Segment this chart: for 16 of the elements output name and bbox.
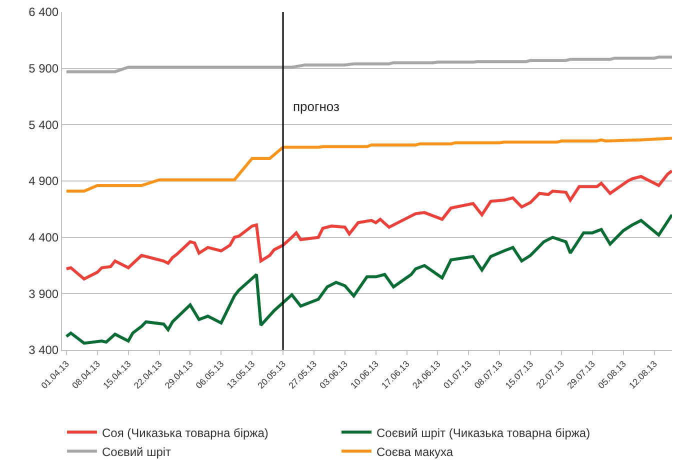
y-tick-label: 5 900 bbox=[28, 62, 59, 76]
legend-label: Соєвий шріт (Чиказька товарна біржа) bbox=[376, 426, 590, 440]
y-tick-label: 6 400 bbox=[28, 5, 59, 20]
line-series bbox=[64, 56, 672, 74]
y-tick-label: 3 900 bbox=[28, 286, 59, 301]
legend-label: Соєва макуха bbox=[376, 444, 454, 459]
y-tick-label: 3 400 bbox=[28, 343, 59, 358]
y-tick-label: 4 400 bbox=[28, 230, 59, 245]
line-series bbox=[64, 213, 672, 345]
legend-label: Соєвий шріт bbox=[102, 444, 172, 459]
legend-label: Соя (Чиказька товарна біржа) bbox=[102, 426, 268, 440]
line-series bbox=[64, 136, 672, 193]
y-tick-label: 4 900 bbox=[28, 174, 59, 188]
line-series bbox=[64, 169, 672, 281]
ref-line-label: прогноз bbox=[293, 99, 340, 114]
y-tick-label: 5 400 bbox=[28, 118, 59, 132]
